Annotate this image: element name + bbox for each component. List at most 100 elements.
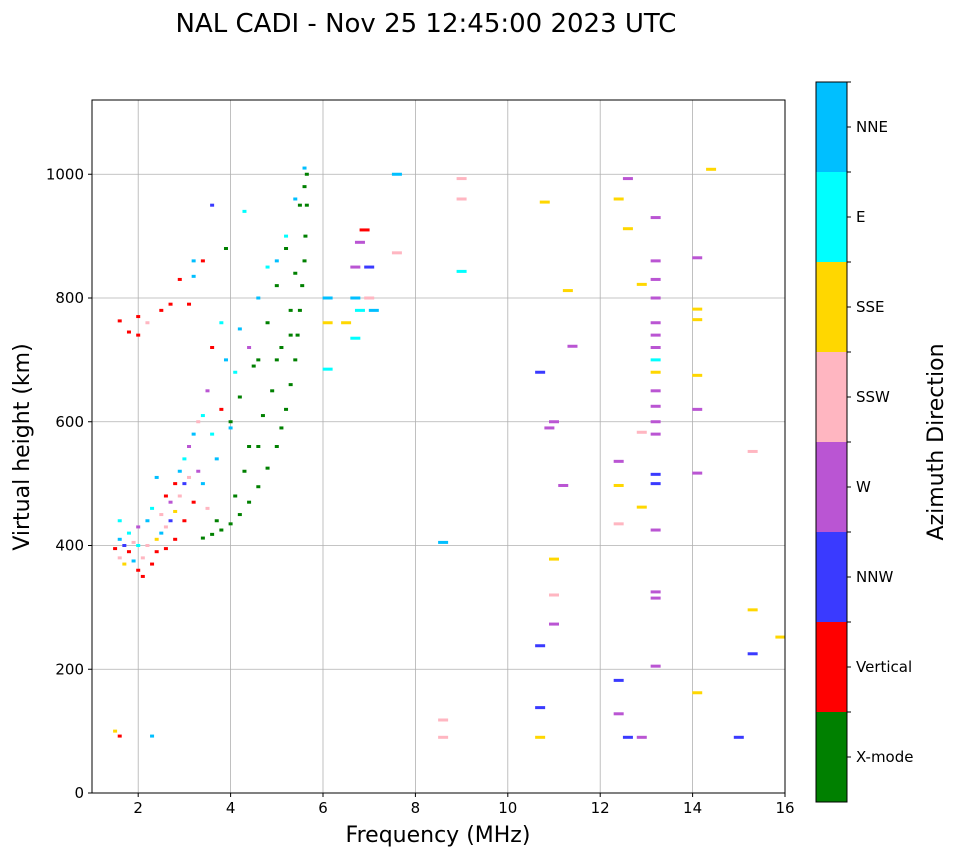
data-point-nne bbox=[322, 296, 333, 300]
data-point-nnw bbox=[535, 644, 546, 648]
y-axis-label: Virtual height (km) bbox=[10, 343, 35, 550]
data-point-w bbox=[549, 622, 559, 626]
data-point-vertical bbox=[140, 574, 145, 578]
data-point-x-mode bbox=[256, 358, 261, 362]
data-point-vertical bbox=[117, 319, 122, 323]
data-point-ssw bbox=[364, 296, 375, 300]
data-point-vertical bbox=[359, 228, 370, 232]
data-point-nnw bbox=[182, 482, 187, 486]
data-point-nnw bbox=[168, 519, 173, 523]
data-point-w bbox=[650, 432, 661, 436]
data-point-nnw bbox=[650, 482, 661, 486]
data-point-sse bbox=[113, 729, 118, 733]
data-point-x-mode bbox=[256, 445, 261, 448]
data-point-x-mode bbox=[293, 271, 298, 275]
data-point-nne bbox=[131, 559, 136, 563]
data-point-sse bbox=[706, 167, 717, 171]
colorbar-label-sse: SSE bbox=[856, 298, 885, 316]
data-point-ssw bbox=[549, 593, 559, 597]
data-point-e bbox=[242, 209, 247, 213]
data-point-vertical bbox=[163, 547, 168, 551]
data-point-w bbox=[622, 177, 633, 181]
data-point-nne bbox=[237, 327, 242, 331]
data-point-sse bbox=[322, 321, 333, 325]
data-point-vertical bbox=[182, 519, 187, 523]
data-point-x-mode bbox=[223, 247, 228, 250]
data-point-w bbox=[636, 735, 647, 739]
data-point-sse bbox=[549, 557, 559, 561]
data-point-w bbox=[168, 500, 173, 504]
data-point-w bbox=[350, 265, 361, 269]
data-point-vertical bbox=[168, 302, 173, 306]
data-point-w bbox=[567, 344, 578, 348]
data-point-x-mode bbox=[265, 466, 270, 470]
colorbar: X-mode Vertical NNW W SSW SSE E NNE bbox=[815, 81, 913, 803]
data-point-ssw bbox=[747, 449, 758, 453]
data-point-ssw bbox=[140, 556, 145, 560]
data-point-vertical bbox=[126, 330, 131, 334]
x-tick-label: 8 bbox=[411, 799, 421, 817]
y-axis: 0 200 400 600 800 1000 bbox=[46, 165, 92, 802]
data-point-vertical bbox=[126, 550, 131, 554]
data-point-e bbox=[210, 432, 215, 436]
data-point-ssw bbox=[159, 513, 164, 517]
data-point-nnw bbox=[535, 706, 546, 710]
data-point-w bbox=[558, 483, 569, 487]
colorbar-label-e: E bbox=[856, 208, 865, 226]
data-point-vertical bbox=[150, 562, 155, 566]
data-point-vertical bbox=[173, 482, 178, 486]
data-point-nne bbox=[154, 475, 159, 479]
colorbar-label-x-mode: X-mode bbox=[856, 748, 913, 766]
data-point-vertical bbox=[177, 277, 182, 281]
data-point-w bbox=[650, 333, 661, 337]
data-point-vertical bbox=[136, 333, 141, 337]
data-point-e bbox=[126, 531, 131, 535]
data-point-e bbox=[219, 321, 224, 325]
data-point-ssw bbox=[391, 251, 402, 255]
data-point-ssw bbox=[196, 420, 201, 424]
data-point-e bbox=[200, 414, 205, 418]
data-point-x-mode bbox=[297, 308, 302, 312]
colorbar-segment bbox=[816, 532, 847, 622]
data-point-e bbox=[182, 457, 187, 461]
colorbar-segment bbox=[816, 442, 847, 532]
y-tick-label: 200 bbox=[55, 660, 84, 678]
data-point-e bbox=[136, 544, 141, 547]
data-point-nne bbox=[368, 308, 379, 312]
data-point-x-mode bbox=[228, 522, 233, 526]
data-point-x-mode bbox=[279, 426, 284, 430]
data-point-w bbox=[247, 346, 252, 349]
colorbar-segment bbox=[816, 622, 847, 712]
y-tick-label: 1000 bbox=[46, 165, 84, 183]
data-point-e bbox=[322, 367, 333, 371]
colorbar-segment bbox=[816, 712, 847, 802]
data-point-sse bbox=[747, 608, 758, 612]
data-point-w bbox=[650, 389, 661, 393]
data-point-nne bbox=[391, 172, 402, 176]
chart-title: NAL CADI - Nov 25 12:45:00 2023 UTC bbox=[176, 9, 677, 39]
x-tick-label: 12 bbox=[591, 799, 610, 817]
data-point-w bbox=[650, 528, 661, 532]
colorbar-segment bbox=[816, 172, 847, 262]
data-point-nnw bbox=[650, 472, 661, 476]
data-point-x-mode bbox=[293, 358, 298, 362]
data-point-ssw bbox=[145, 544, 150, 547]
y-tick-label: 600 bbox=[55, 413, 84, 431]
data-point-w bbox=[650, 664, 661, 668]
data-point-x-mode bbox=[228, 420, 233, 424]
data-point-vertical bbox=[210, 346, 215, 349]
data-point-sse bbox=[173, 509, 178, 513]
data-point-x-mode bbox=[288, 383, 293, 387]
data-point-w bbox=[613, 712, 624, 716]
data-point-vertical bbox=[136, 315, 141, 319]
data-point-nne bbox=[191, 432, 196, 436]
data-point-x-mode bbox=[304, 203, 309, 207]
data-point-x-mode bbox=[284, 407, 289, 411]
data-point-nnw bbox=[210, 203, 215, 207]
data-point-nne bbox=[117, 537, 122, 541]
data-point-sse bbox=[692, 307, 703, 311]
data-point-x-mode bbox=[270, 389, 275, 393]
data-point-ssw bbox=[163, 525, 168, 529]
data-point-x-mode bbox=[200, 536, 205, 540]
data-point-nne bbox=[191, 274, 196, 278]
